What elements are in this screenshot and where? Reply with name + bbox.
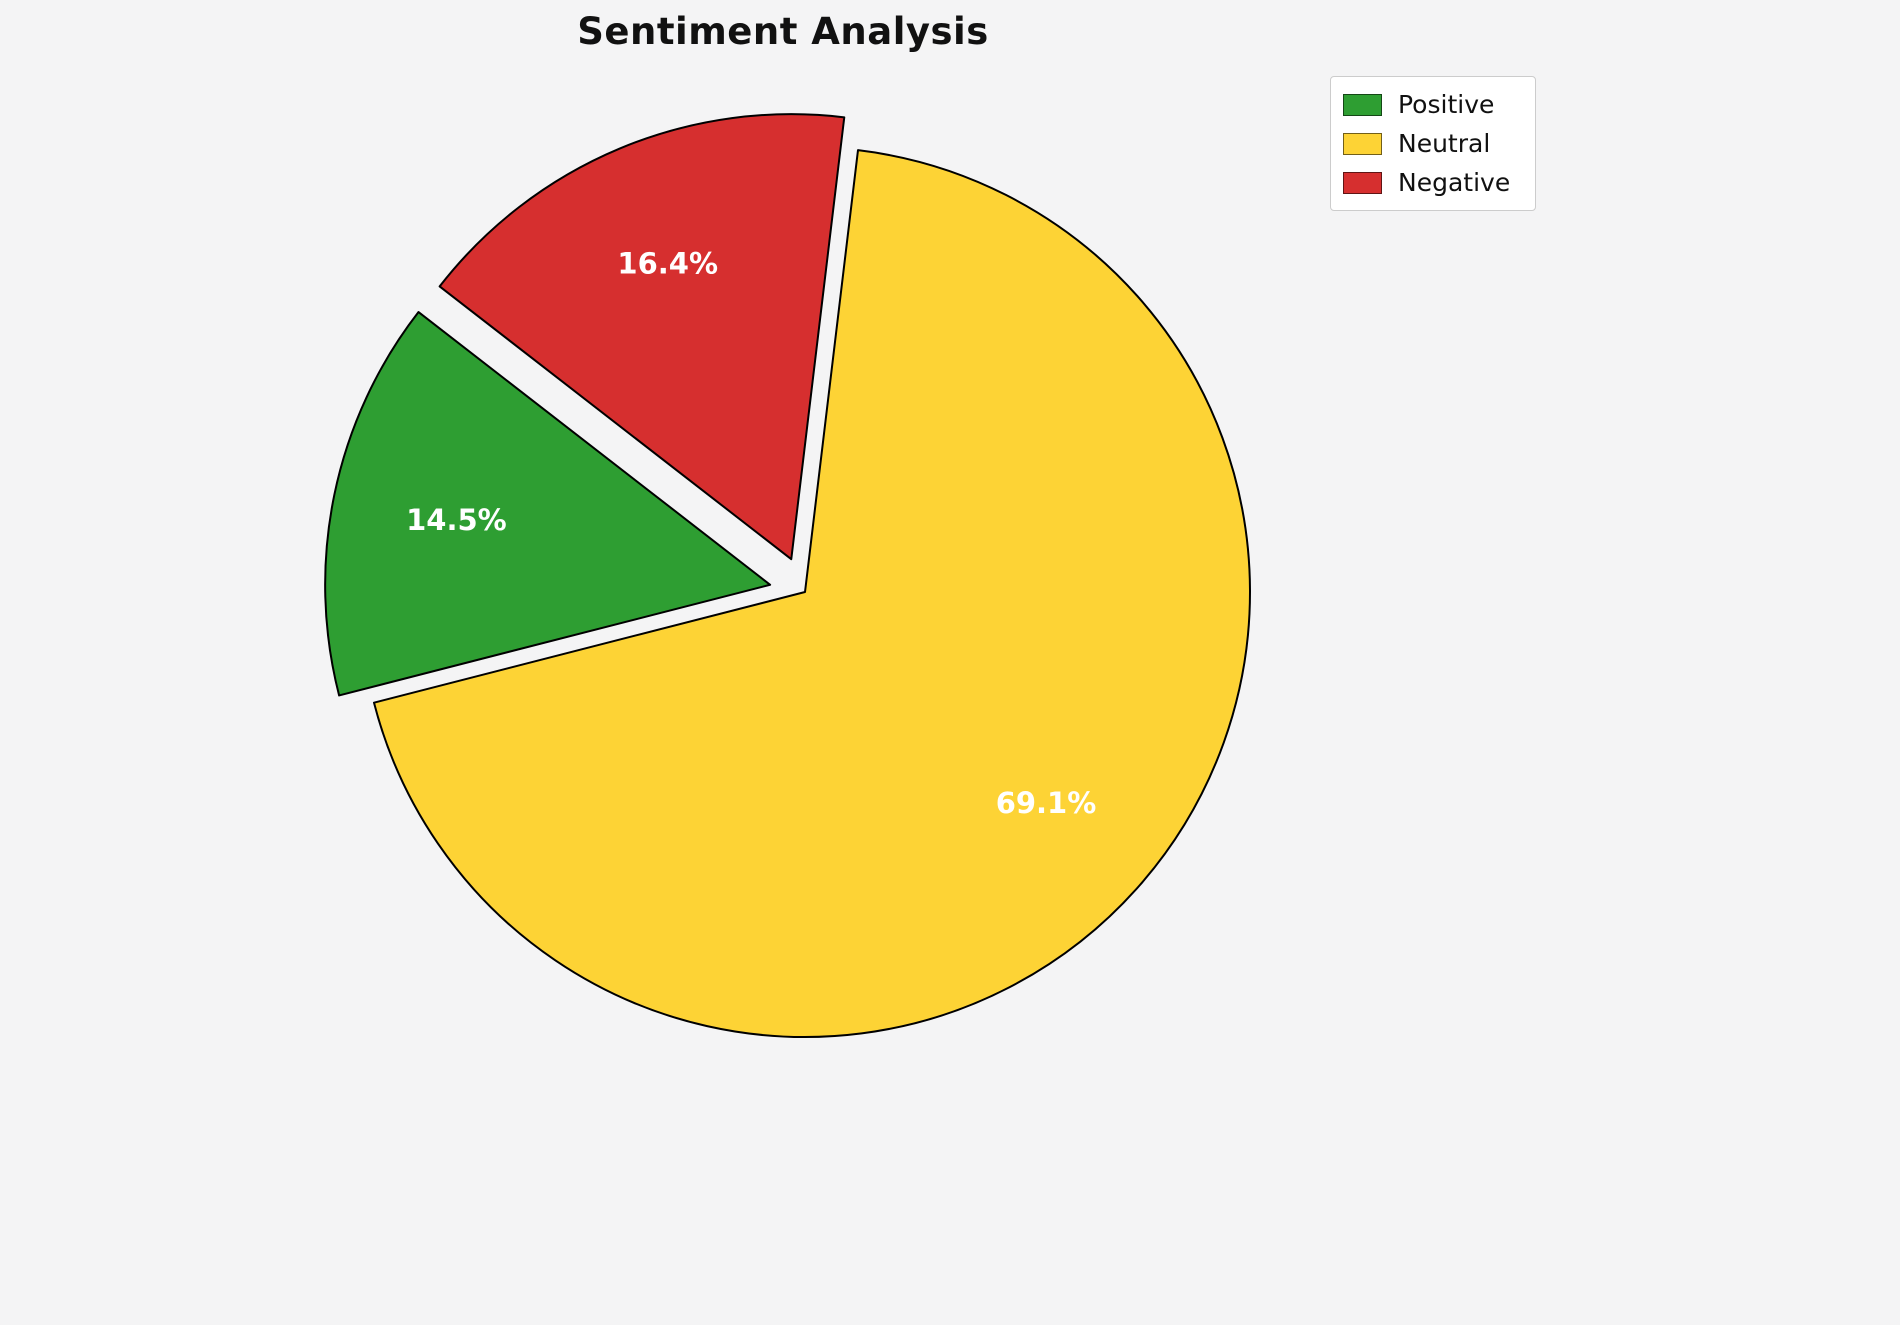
legend: Positive Neutral Negative [1330,76,1536,211]
legend-item-positive: Positive [1343,85,1523,124]
legend-label-positive: Positive [1398,90,1495,119]
legend-label-neutral: Neutral [1398,129,1491,158]
pie-slice-neutral [372,149,1251,1038]
pie-label-negative: 16.4% [617,247,718,281]
legend-swatch-negative [1343,171,1382,194]
legend-swatch-positive [1343,93,1382,116]
legend-swatch-neutral [1343,132,1382,155]
legend-item-neutral: Neutral [1343,124,1523,163]
pie-slice-negative [438,113,846,561]
pie-label-neutral: 69.1% [996,786,1097,820]
pie-slice-positive [324,311,772,697]
legend-item-negative: Negative [1343,163,1523,202]
legend-label-negative: Negative [1398,168,1511,197]
chart-title: Sentiment Analysis [577,10,989,53]
pie-label-positive: 14.5% [406,503,507,537]
